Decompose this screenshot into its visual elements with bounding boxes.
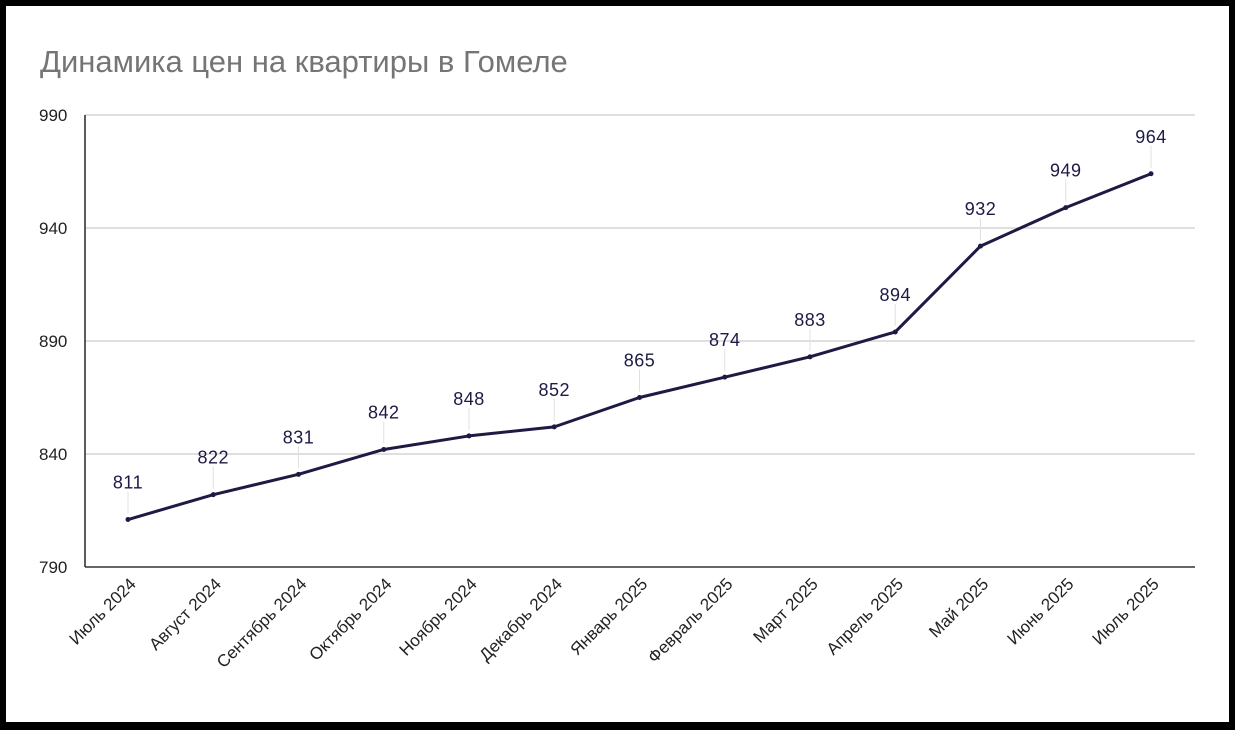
data-label: 874 <box>709 330 741 350</box>
chart-title: Динамика цен на квартиры в Гомеле <box>40 44 568 79</box>
data-point <box>381 446 387 452</box>
data-point <box>722 374 728 380</box>
data-point <box>637 395 642 400</box>
data-label: 822 <box>197 448 229 468</box>
x-tick-label: Апрель 2025 <box>823 574 907 658</box>
data-label: 964 <box>1135 127 1167 147</box>
x-tick-label: Июнь 2025 <box>1003 574 1077 648</box>
data-labels: 811 822 831 842 848 852 865 874 883 894 932 949 964 <box>113 127 1167 493</box>
data-label: 949 <box>1050 161 1082 181</box>
data-label-leaders <box>127 145 1152 514</box>
data-label: 842 <box>368 402 400 422</box>
data-point <box>210 492 216 498</box>
data-point <box>892 329 898 335</box>
data-label: 848 <box>453 389 485 409</box>
x-tick-label: Февраль 2025 <box>644 574 736 666</box>
data-label: 932 <box>965 199 997 219</box>
y-tick-label: 840 <box>39 445 67 464</box>
y-tick-label: 890 <box>39 332 67 351</box>
data-label: 894 <box>879 285 911 305</box>
data-point <box>296 471 301 477</box>
x-tick-label: Январь 2025 <box>567 574 652 659</box>
data-label: 811 <box>113 473 143 493</box>
x-tick-label: Май 2025 <box>925 574 992 641</box>
data-point <box>551 424 557 430</box>
data-point <box>466 433 472 439</box>
x-tick-label: Сентябрь 2024 <box>213 574 310 671</box>
data-point <box>1063 205 1069 211</box>
data-label: 865 <box>624 351 656 371</box>
x-tick-label: Июль 2024 <box>66 574 140 648</box>
x-tick-label: Октябрь 2024 <box>305 574 395 664</box>
y-tick-label: 790 <box>39 558 67 577</box>
y-tick-label: 940 <box>39 219 67 238</box>
y-tick-label: 990 <box>39 106 67 125</box>
x-tick-label: Март 2025 <box>750 574 822 646</box>
data-label: 852 <box>538 380 570 400</box>
series-line <box>126 172 1153 522</box>
chart-card: Динамика цен на квартиры в Гомеле 790 840… <box>6 6 1229 722</box>
axes <box>84 115 1195 568</box>
x-tick-label: Декабрь 2024 <box>476 574 566 664</box>
line-chart: 790 840 890 940 990 Июль 2024 Август 2024Сент… <box>39 106 1195 672</box>
x-tick-label: Июль 2025 <box>1089 574 1163 648</box>
data-point <box>1148 171 1154 177</box>
y-axis-ticks: 790 840 890 940 990 <box>39 106 67 577</box>
series <box>125 171 1154 523</box>
x-tick-label: Ноябрь 2024 <box>396 574 481 659</box>
data-point <box>978 243 983 249</box>
data-point <box>807 354 813 360</box>
data-point <box>125 517 131 523</box>
data-label: 831 <box>283 427 315 447</box>
gridlines <box>85 114 1195 455</box>
data-label: 883 <box>794 310 826 330</box>
x-tick-label: Август 2024 <box>145 574 225 654</box>
